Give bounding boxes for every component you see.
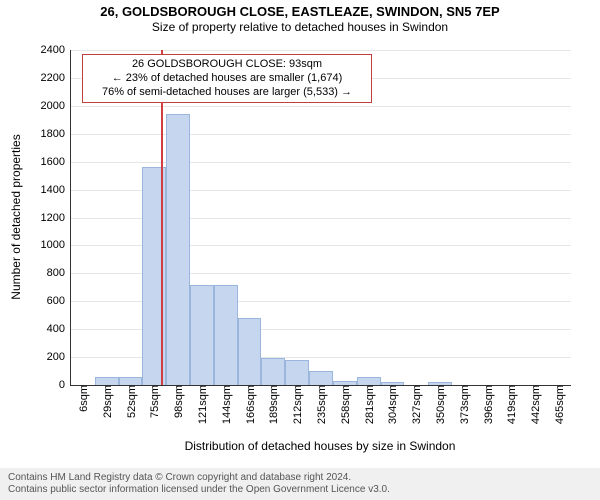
chart-title: 26, GOLDSBOROUGH CLOSE, EASTLEAZE, SWIND… [0,0,600,20]
footer-line-2: Contains public sector information licen… [8,484,592,496]
histogram-bar [214,285,238,386]
histogram-bar [166,114,190,385]
chart-container: 26, GOLDSBOROUGH CLOSE, EASTLEAZE, SWIND… [0,0,600,500]
x-tick: 235sqm [314,385,328,424]
annotation-line: 26 GOLDSBOROUGH CLOSE: 93sqm [89,58,365,72]
y-tick: 1800 [41,128,71,140]
histogram-bar [261,358,285,385]
x-tick: 166sqm [243,385,257,424]
x-tick: 258sqm [338,385,352,424]
histogram-bar [238,318,262,385]
histogram-bar [119,377,143,385]
annotation-line: ← 23% of detached houses are smaller (1,… [89,72,365,86]
x-tick: 281sqm [362,385,376,424]
histogram-bar [95,377,119,385]
x-tick: 6sqm [76,385,90,412]
y-tick: 2400 [41,44,71,56]
y-tick: 400 [47,323,71,335]
y-tick: 1600 [41,156,71,168]
y-tick: 1400 [41,184,71,196]
footer: Contains HM Land Registry data © Crown c… [0,468,600,500]
y-tick: 0 [59,379,71,391]
y-tick: 200 [47,351,71,363]
y-tick: 1000 [41,239,71,251]
x-tick: 465sqm [552,385,566,424]
histogram-bar [285,360,309,385]
y-tick: 600 [47,295,71,307]
x-tick: 98sqm [171,385,185,418]
x-tick: 419sqm [504,385,518,424]
x-tick: 304sqm [385,385,399,424]
histogram-bar [190,285,214,386]
y-axis-label: Number of detached properties [9,117,23,317]
x-tick: 396sqm [481,385,495,424]
x-tick: 144sqm [219,385,233,424]
footer-line-1: Contains HM Land Registry data © Crown c… [8,472,592,484]
histogram-bar [357,377,381,385]
x-tick: 189sqm [266,385,280,424]
x-axis-label: Distribution of detached houses by size … [70,439,570,453]
y-tick: 2200 [41,72,71,84]
x-tick: 327sqm [409,385,423,424]
x-tick: 52sqm [124,385,138,418]
y-tick: 800 [47,267,71,279]
chart-subtitle: Size of property relative to detached ho… [0,20,600,34]
x-tick: 29sqm [100,385,114,418]
y-tick: 2000 [41,100,71,112]
x-tick: 442sqm [528,385,542,424]
annotation-box: 26 GOLDSBOROUGH CLOSE: 93sqm← 23% of det… [82,54,372,103]
x-tick: 350sqm [433,385,447,424]
x-tick: 212sqm [290,385,304,424]
x-tick: 121sqm [195,385,209,424]
x-tick: 373sqm [457,385,471,424]
x-tick: 75sqm [147,385,161,418]
annotation-line: 76% of semi-detached houses are larger (… [89,86,365,100]
histogram-bar [309,371,333,385]
y-tick: 1200 [41,212,71,224]
